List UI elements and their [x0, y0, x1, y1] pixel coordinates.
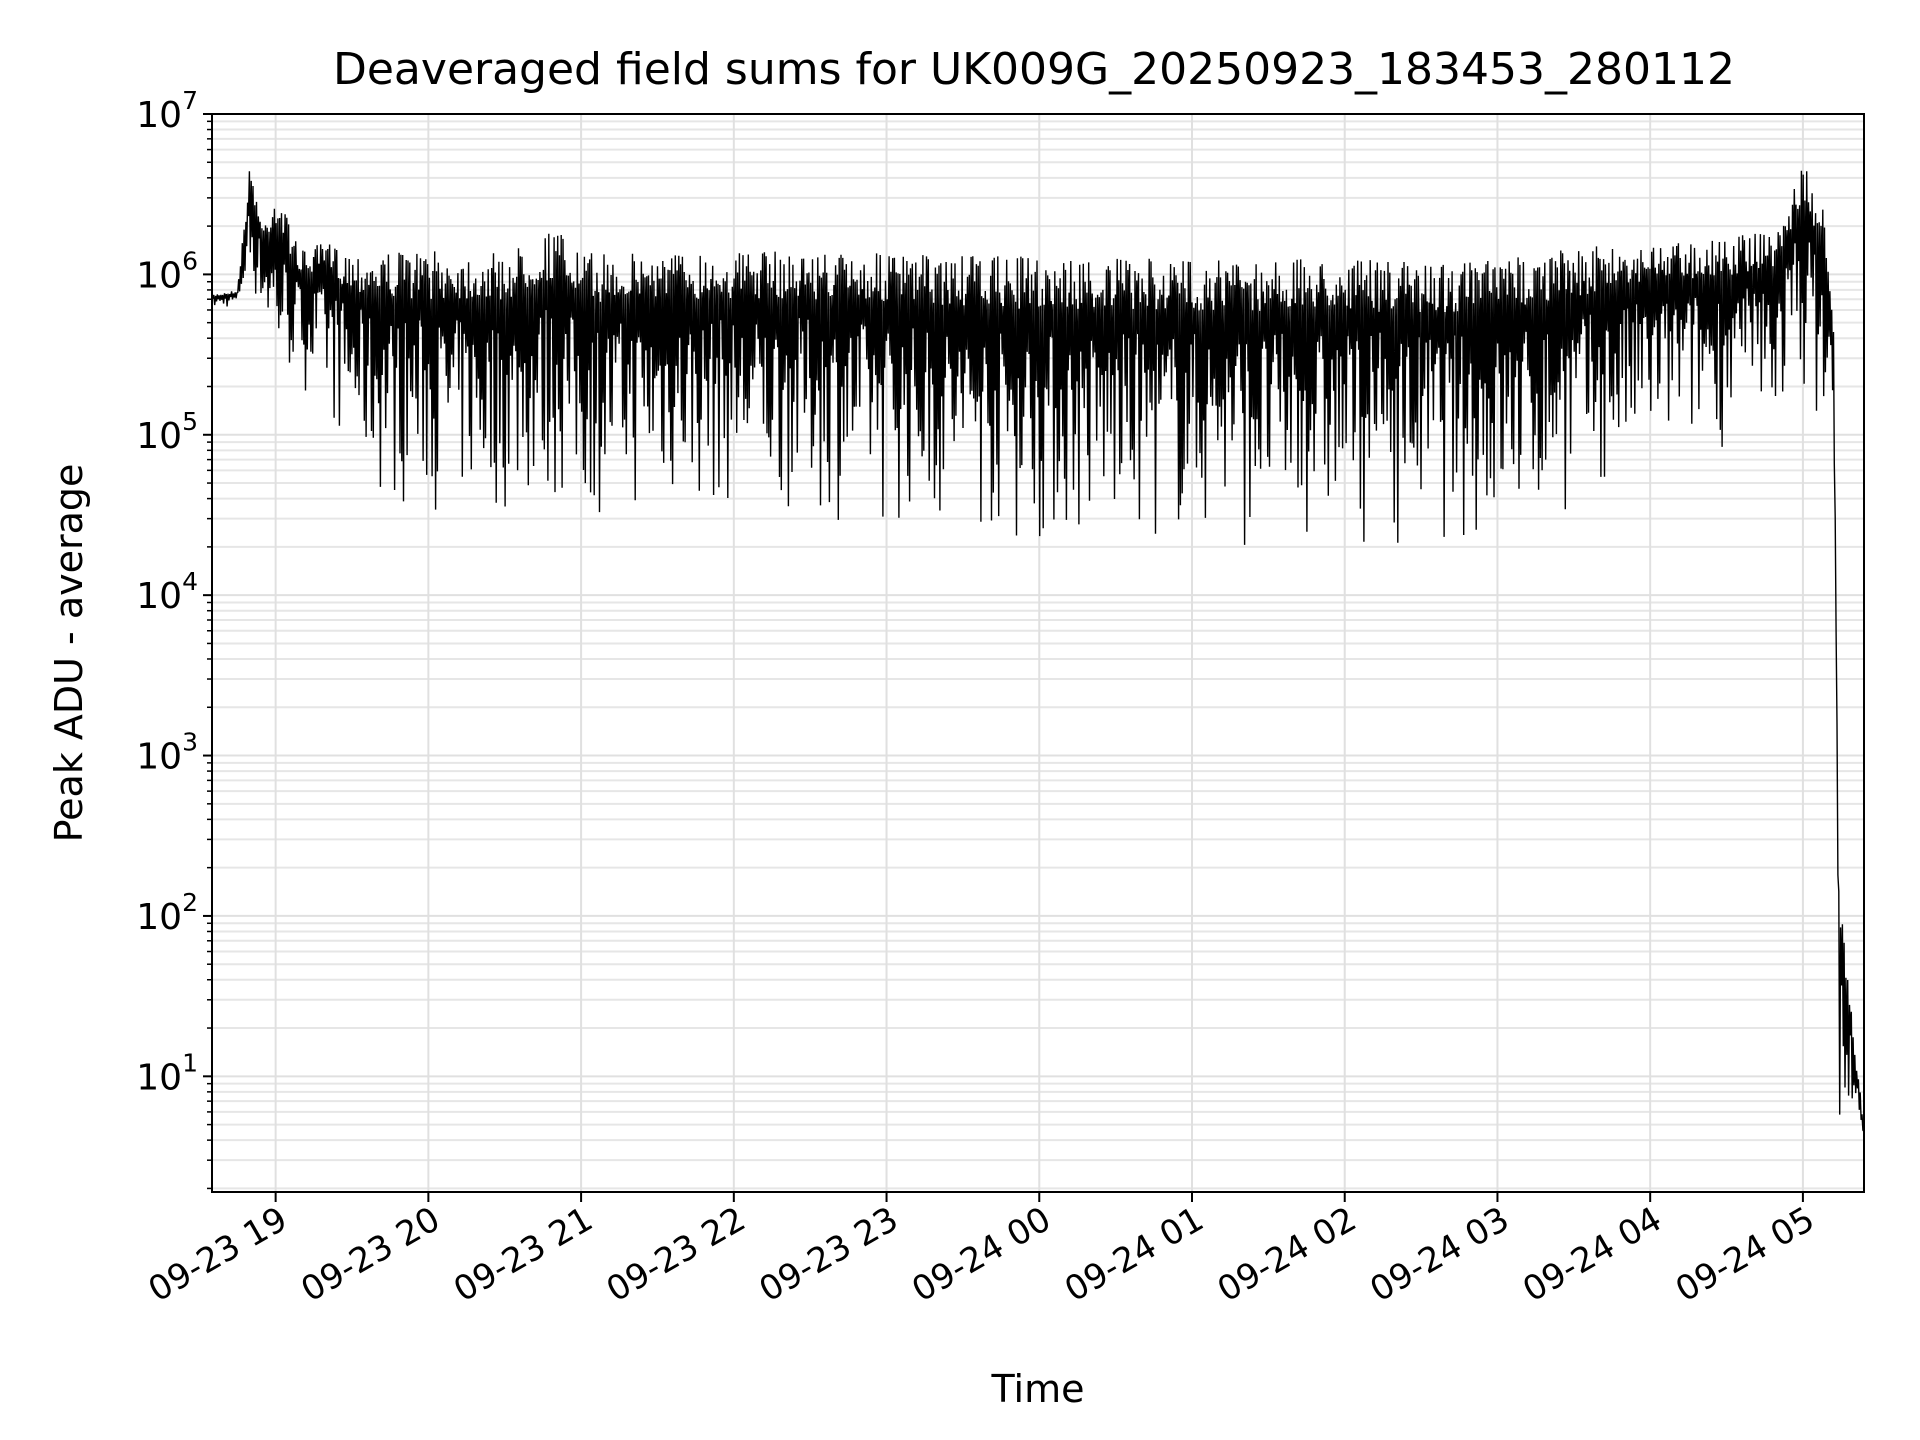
series-layer [211, 170, 1865, 1132]
y-tick-label-base: 10 [136, 897, 182, 938]
chart-title: Deaveraged field sums for UK009G_2025092… [333, 44, 1735, 95]
y-tick-label: 106 [136, 246, 198, 296]
y-tick-label: 103 [136, 728, 198, 778]
y-tick-label-base: 10 [136, 1057, 182, 1098]
y-tick-label: 101 [136, 1048, 198, 1098]
x-axis-label: Time [991, 1367, 1085, 1411]
y-tick-label-exponent: 7 [182, 86, 198, 115]
y-tick-label: 104 [136, 567, 198, 617]
y-tick-label-base: 10 [136, 255, 182, 296]
y-tick-label-base: 10 [136, 737, 182, 778]
y-tick-label: 107 [136, 86, 198, 136]
y-tick-label-base: 10 [136, 416, 182, 457]
plot-frame [211, 113, 1865, 1193]
y-tick-label-exponent: 5 [182, 407, 198, 436]
grid [212, 114, 1864, 1192]
y-tick-label-exponent: 6 [182, 246, 198, 275]
series-line [211, 170, 1865, 1132]
y-tick-label-base: 10 [136, 576, 182, 617]
y-tick-label-exponent: 1 [182, 1048, 198, 1077]
y-tick-label-exponent: 4 [182, 567, 198, 596]
y-tick-label-base: 10 [136, 95, 182, 136]
y-tick-label: 102 [136, 888, 198, 938]
y-tick-label-exponent: 2 [182, 888, 198, 917]
y-tick-label-exponent: 3 [182, 728, 198, 757]
y-tick-label: 105 [136, 407, 198, 457]
y-axis-label: Peak ADU - average [47, 464, 91, 843]
